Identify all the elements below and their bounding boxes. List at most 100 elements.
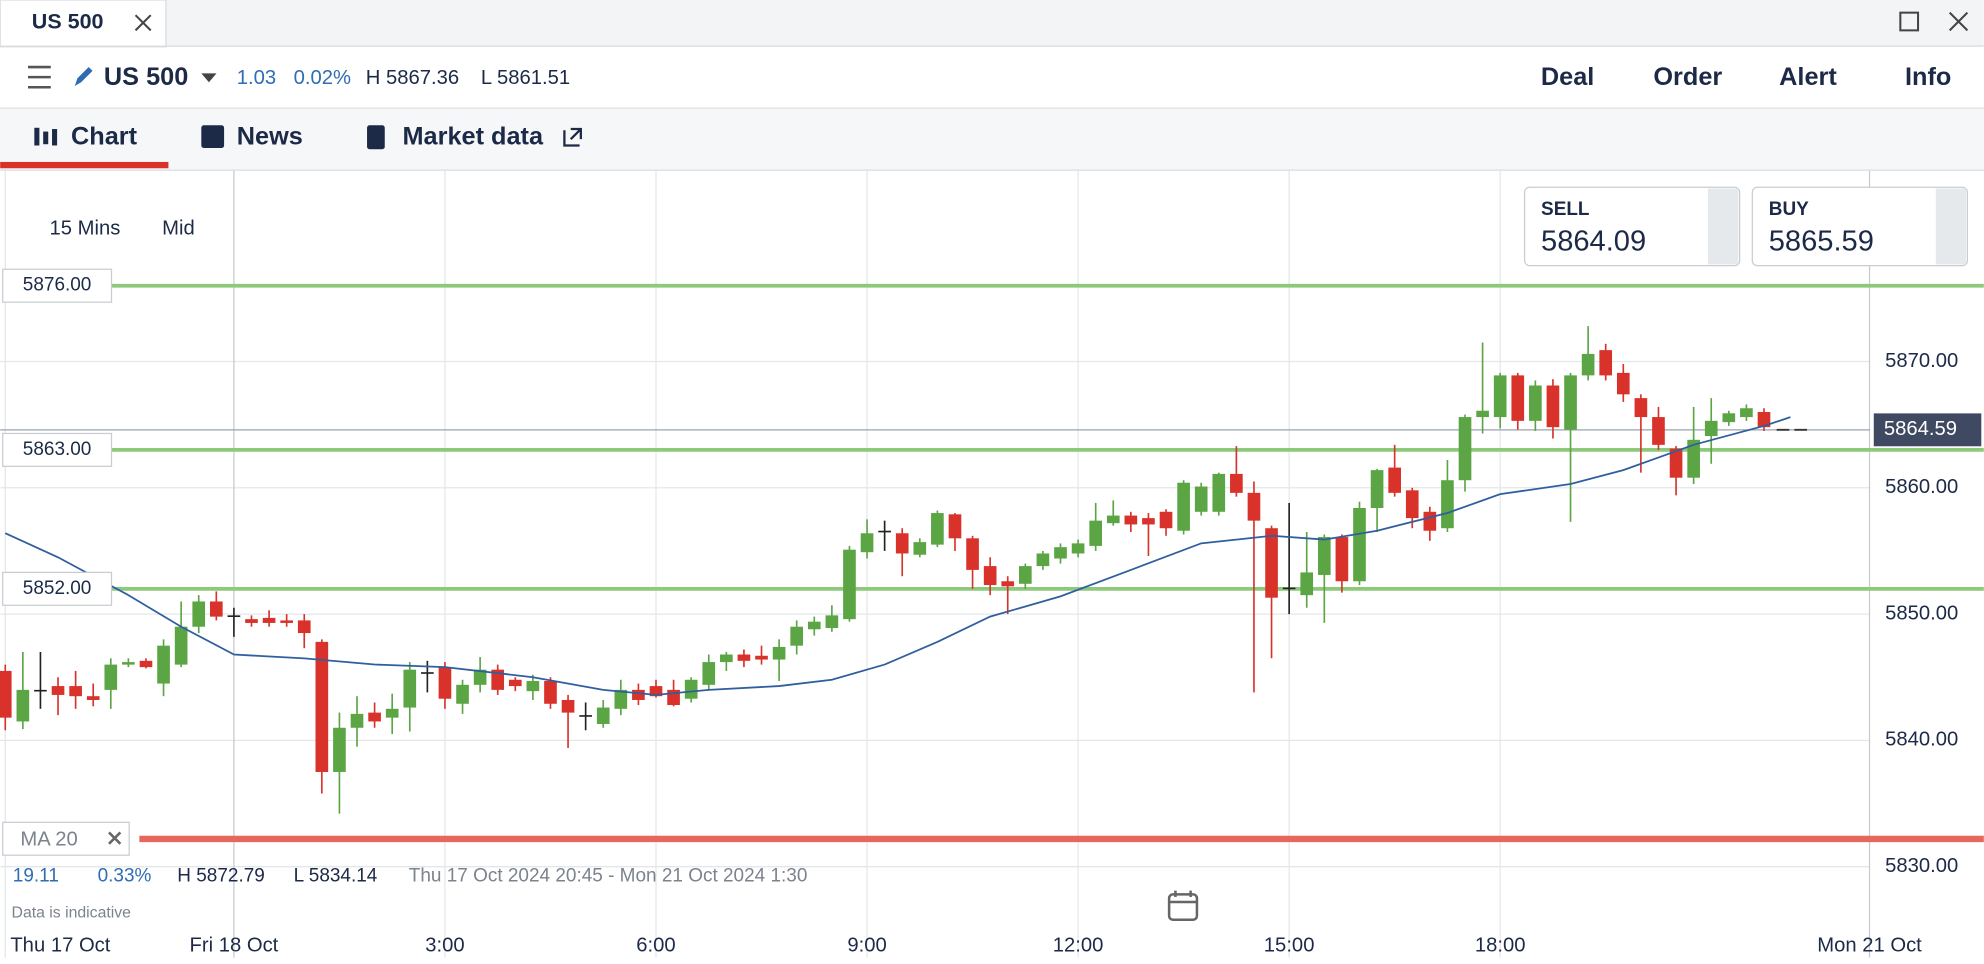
instrument-name[interactable]: US 500 bbox=[104, 63, 188, 91]
x-tick-label: 3:00 bbox=[425, 935, 464, 957]
candle-body bbox=[1019, 566, 1032, 584]
candle-body bbox=[385, 708, 399, 718]
candle-body bbox=[315, 641, 329, 772]
change-pct: 0.02% bbox=[294, 67, 351, 89]
candle-body bbox=[1370, 470, 1384, 509]
candle-body bbox=[104, 664, 118, 690]
action-button[interactable]: Info bbox=[1905, 63, 1951, 91]
instrument-dropdown[interactable] bbox=[201, 73, 217, 83]
candle-body bbox=[280, 620, 293, 623]
interval-selector[interactable]: 15 Mins bbox=[50, 217, 121, 239]
candle-body bbox=[1247, 492, 1261, 521]
candle-body bbox=[1529, 385, 1542, 421]
last-price-badge bbox=[1873, 413, 1982, 447]
candle-body bbox=[1616, 372, 1630, 395]
nav-bar bbox=[0, 108, 1984, 170]
buy-button[interactable]: BUY 5865.59 bbox=[1751, 186, 1969, 267]
buy-price: 5865.59 bbox=[1769, 226, 1874, 258]
candle-body bbox=[403, 669, 417, 708]
nav-tab[interactable]: Chart bbox=[71, 123, 138, 151]
candle-body bbox=[649, 686, 663, 697]
candle-body bbox=[1001, 581, 1015, 587]
candle-body bbox=[508, 679, 522, 687]
candle-body bbox=[807, 621, 821, 630]
candle-body bbox=[1212, 473, 1226, 512]
candle-body bbox=[1282, 587, 1296, 590]
buy-box[interactable] bbox=[1751, 186, 1969, 267]
candle-body bbox=[1388, 467, 1401, 493]
action-button[interactable]: Order bbox=[1653, 63, 1722, 91]
candle-body bbox=[948, 514, 962, 539]
candle-body bbox=[1089, 520, 1103, 546]
candle-body bbox=[421, 672, 434, 674]
candle-body bbox=[1124, 515, 1138, 525]
candle-body bbox=[720, 654, 733, 663]
candle-body bbox=[1546, 385, 1560, 428]
indicator-name: MA 20 bbox=[20, 828, 77, 850]
calendar-button[interactable] bbox=[1167, 890, 1199, 921]
candle-body bbox=[790, 626, 804, 646]
candle-body bbox=[1687, 439, 1700, 478]
candle-body bbox=[262, 617, 276, 623]
candle-body bbox=[1441, 480, 1454, 529]
candle-body bbox=[702, 662, 716, 685]
candle-body bbox=[1669, 448, 1683, 478]
indicator-remove[interactable] bbox=[108, 831, 122, 845]
action-button[interactable]: Deal bbox=[1541, 63, 1594, 91]
candle-body bbox=[209, 601, 223, 617]
candle-body bbox=[1493, 375, 1507, 418]
candle-body bbox=[825, 615, 839, 628]
x-tick-label: 9:00 bbox=[847, 935, 886, 957]
candle-body bbox=[772, 646, 786, 660]
nav-tab[interactable]: News bbox=[237, 123, 303, 151]
edit-icon[interactable] bbox=[74, 67, 93, 87]
sell-button[interactable]: SELL 5864.09 bbox=[1523, 186, 1741, 267]
candle-body bbox=[579, 715, 592, 717]
sell-label: SELL bbox=[1541, 199, 1589, 220]
tab[interactable] bbox=[0, 0, 167, 48]
x-tick-label: 15:00 bbox=[1264, 935, 1315, 957]
candle-body bbox=[1704, 420, 1718, 437]
candle-body bbox=[69, 686, 82, 697]
buy-box-strip bbox=[1935, 188, 1967, 265]
x-tick-label: Fri 18 Oct bbox=[189, 935, 278, 957]
period-change-pct: 0.33% bbox=[98, 866, 152, 887]
external-link-icon bbox=[563, 127, 582, 147]
candle-body bbox=[227, 615, 241, 618]
price-type-selector[interactable]: Mid bbox=[162, 217, 195, 239]
sell-box[interactable] bbox=[1523, 186, 1741, 267]
candle-body bbox=[1634, 398, 1648, 418]
action-button[interactable]: Alert bbox=[1779, 63, 1837, 91]
sell-price: 5864.09 bbox=[1541, 226, 1646, 258]
candle-body bbox=[297, 620, 311, 634]
level-label-box bbox=[2, 432, 113, 467]
candle-body bbox=[1054, 547, 1067, 559]
close-button[interactable] bbox=[1948, 11, 1969, 32]
candle-body bbox=[596, 707, 610, 724]
change: 1.03 bbox=[237, 67, 276, 89]
tab-close[interactable] bbox=[134, 14, 152, 32]
candle-body bbox=[1230, 473, 1243, 493]
menu-button[interactable] bbox=[28, 65, 51, 89]
active-indicator bbox=[0, 161, 169, 169]
tab-bar bbox=[0, 0, 1984, 46]
candle-body bbox=[561, 699, 575, 713]
candle-body bbox=[1194, 486, 1208, 512]
nav-tab[interactable]: Market data bbox=[402, 123, 544, 151]
buy-label: BUY bbox=[1769, 199, 1809, 220]
maximize-button[interactable] bbox=[1899, 11, 1920, 32]
period-high: H 5872.79 bbox=[177, 866, 265, 887]
candle-body bbox=[931, 513, 944, 545]
tab-title: US 500 bbox=[32, 9, 104, 33]
x-tick-label: Mon 21 Oct bbox=[1817, 935, 1922, 957]
indicator-box[interactable] bbox=[2, 821, 130, 856]
period-range: Thu 17 Oct 2024 20:45 - Mon 21 Oct 2024 … bbox=[409, 866, 808, 887]
x-tick-label: 12:00 bbox=[1053, 935, 1104, 957]
y-tick-label: 5860.00 bbox=[1885, 476, 1958, 498]
candle-body bbox=[1722, 413, 1736, 423]
candle-body bbox=[245, 619, 258, 623]
candle-body bbox=[368, 712, 381, 722]
period-low: L 5834.14 bbox=[294, 866, 378, 887]
